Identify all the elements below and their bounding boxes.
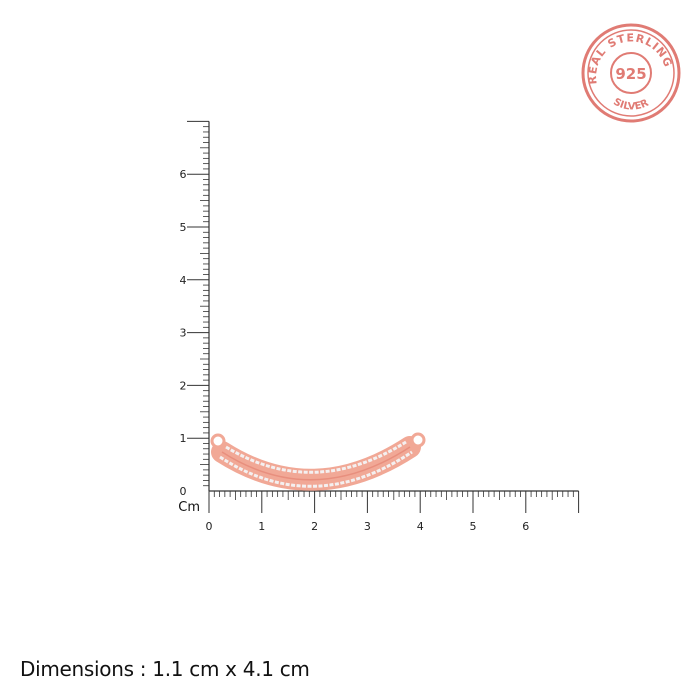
y-tick-label: 0 [180, 485, 187, 498]
y-tick-label: 4 [180, 274, 187, 287]
y-tick-label: 6 [180, 168, 187, 181]
x-tick-label: 2 [311, 520, 318, 533]
seal-bottom-text: SILVER [611, 97, 650, 113]
x-tick-label: 5 [470, 520, 477, 533]
unit-label: Cm [178, 500, 200, 515]
svg-text:SILVER: SILVER [611, 97, 650, 113]
pendant-image [210, 432, 426, 491]
y-tick-label: 5 [180, 221, 187, 234]
x-tick-label: 6 [522, 520, 529, 533]
y-tick-label: 1 [180, 432, 187, 445]
seal-center-text: 925 [615, 65, 646, 83]
real-sterling-silver-seal: REAL STERLING SILVER 925 [581, 23, 681, 123]
x-tick-label: 4 [417, 520, 424, 533]
x-tick-label: 3 [364, 520, 371, 533]
dimensions-text: Dimensions : 1.1 cm x 4.1 cm [20, 657, 310, 681]
x-tick-label: 0 [206, 520, 213, 533]
y-tick-label: 3 [180, 327, 187, 340]
y-tick-label: 2 [180, 379, 187, 392]
x-tick-label: 1 [258, 520, 265, 533]
measurement-ruler: 0 1 2 3 4 5 6 0 1 2 3 4 5 6 Cm [178, 120, 580, 533]
